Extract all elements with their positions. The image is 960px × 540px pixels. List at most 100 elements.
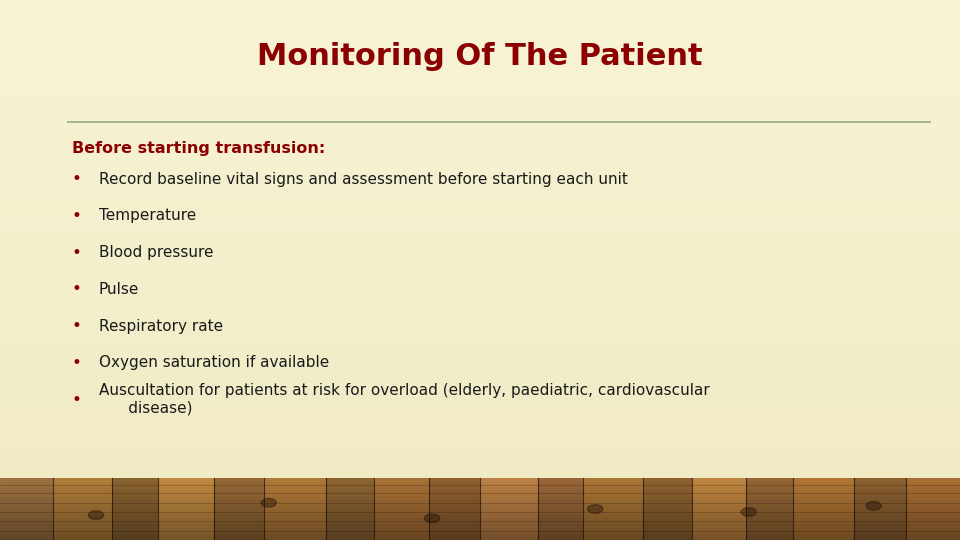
Bar bbox=[692, 494, 746, 497]
Bar bbox=[0, 472, 960, 478]
Bar bbox=[692, 537, 746, 540]
Bar bbox=[692, 534, 746, 537]
Bar bbox=[0, 167, 960, 173]
Circle shape bbox=[424, 514, 440, 523]
Bar bbox=[538, 497, 583, 500]
Bar bbox=[326, 503, 374, 506]
Bar bbox=[214, 534, 264, 537]
Bar bbox=[643, 524, 692, 528]
Bar bbox=[0, 191, 960, 197]
Bar bbox=[326, 515, 374, 518]
Text: Oxygen saturation if available: Oxygen saturation if available bbox=[99, 355, 329, 370]
Bar bbox=[583, 531, 643, 534]
Bar bbox=[0, 481, 960, 482]
Bar bbox=[429, 487, 480, 490]
Bar bbox=[429, 537, 480, 540]
Bar bbox=[0, 60, 960, 66]
Bar bbox=[793, 522, 854, 524]
Bar bbox=[746, 503, 793, 506]
Bar bbox=[53, 522, 112, 524]
Text: Monitoring Of The Patient: Monitoring Of The Patient bbox=[257, 42, 703, 71]
Bar bbox=[53, 524, 112, 528]
Bar bbox=[854, 522, 906, 524]
Bar bbox=[158, 478, 214, 481]
Bar bbox=[538, 531, 583, 534]
Circle shape bbox=[588, 504, 603, 513]
Bar bbox=[746, 509, 793, 512]
Bar bbox=[746, 500, 793, 503]
Bar bbox=[538, 494, 583, 497]
Bar bbox=[906, 494, 960, 497]
Bar bbox=[854, 484, 906, 487]
Bar bbox=[429, 524, 480, 528]
Bar bbox=[0, 503, 53, 506]
Bar bbox=[326, 506, 374, 509]
Bar bbox=[112, 500, 158, 503]
Bar bbox=[0, 275, 960, 281]
Bar bbox=[0, 522, 53, 524]
Circle shape bbox=[88, 511, 104, 519]
Bar bbox=[906, 524, 960, 528]
Bar bbox=[0, 515, 960, 516]
Bar bbox=[583, 490, 643, 494]
Bar bbox=[264, 478, 326, 481]
Bar bbox=[854, 518, 906, 522]
Bar bbox=[0, 42, 960, 48]
Bar bbox=[906, 503, 960, 506]
Bar bbox=[0, 488, 960, 489]
Bar bbox=[854, 497, 906, 500]
Bar bbox=[112, 537, 158, 540]
Bar bbox=[326, 531, 374, 534]
Bar bbox=[158, 503, 214, 506]
Bar bbox=[158, 522, 214, 524]
Text: •: • bbox=[72, 207, 82, 225]
Bar bbox=[0, 328, 960, 334]
Bar bbox=[264, 531, 326, 534]
Bar bbox=[326, 497, 374, 500]
Bar bbox=[0, 48, 960, 54]
Bar bbox=[854, 534, 906, 537]
Bar bbox=[0, 72, 960, 78]
Bar bbox=[538, 490, 583, 494]
Bar bbox=[0, 150, 960, 156]
Bar bbox=[746, 534, 793, 537]
Bar bbox=[583, 518, 643, 522]
Bar bbox=[0, 334, 960, 341]
Bar bbox=[112, 506, 158, 509]
Bar bbox=[0, 482, 960, 483]
Bar bbox=[692, 515, 746, 518]
Bar bbox=[854, 500, 906, 503]
Bar bbox=[480, 512, 538, 515]
Bar bbox=[746, 478, 793, 481]
Bar bbox=[746, 494, 793, 497]
Bar bbox=[264, 512, 326, 515]
Bar bbox=[854, 512, 906, 515]
Bar bbox=[0, 310, 960, 316]
Text: •: • bbox=[72, 354, 82, 372]
Bar bbox=[0, 530, 960, 531]
Bar bbox=[158, 528, 214, 531]
Bar bbox=[0, 486, 960, 487]
Bar bbox=[0, 143, 960, 150]
Bar bbox=[0, 522, 960, 523]
Bar bbox=[0, 479, 960, 480]
Bar bbox=[793, 534, 854, 537]
Bar bbox=[0, 406, 960, 412]
Bar bbox=[692, 522, 746, 524]
Bar bbox=[480, 506, 538, 509]
Bar bbox=[0, 424, 960, 430]
Bar bbox=[746, 481, 793, 484]
Bar bbox=[746, 497, 793, 500]
Bar bbox=[746, 528, 793, 531]
Bar bbox=[480, 524, 538, 528]
Bar bbox=[854, 528, 906, 531]
Bar bbox=[793, 506, 854, 509]
Bar bbox=[854, 487, 906, 490]
Bar bbox=[374, 478, 429, 481]
Bar bbox=[214, 512, 264, 515]
Bar bbox=[643, 494, 692, 497]
Bar bbox=[480, 531, 538, 534]
Bar bbox=[0, 0, 960, 6]
Bar bbox=[0, 66, 960, 72]
Bar bbox=[214, 481, 264, 484]
